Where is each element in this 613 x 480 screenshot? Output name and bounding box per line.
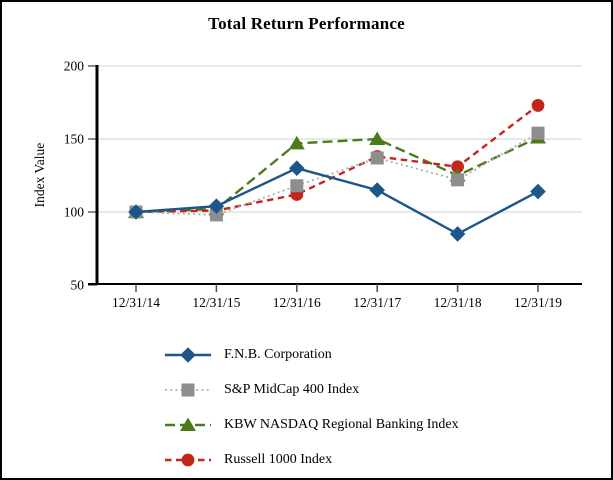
y-axis-title: Index Value bbox=[32, 143, 47, 208]
x-tick-label: 12/31/14 bbox=[112, 295, 160, 310]
square-marker-icon bbox=[451, 173, 465, 187]
diamond-marker-icon bbox=[530, 183, 546, 200]
x-tick-label: 12/31/19 bbox=[514, 295, 562, 310]
series-line-2 bbox=[135, 136, 539, 214]
diamond-marker-icon bbox=[180, 346, 196, 363]
diamond-marker-icon bbox=[369, 182, 385, 198]
chart-legend: F.N.B. Corporation S&P MidCap 400 Index KB… bbox=[165, 337, 459, 477]
legend-item: F.N.B. Corporation bbox=[165, 337, 459, 372]
legend-item-label: S&P MidCap 400 Index bbox=[224, 381, 360, 397]
legend-item-label: KBW NASDAQ Regional Banking Index bbox=[224, 416, 459, 432]
circle-marker-icon bbox=[451, 160, 464, 174]
triangle-marker-icon bbox=[288, 135, 305, 150]
series-line-0 bbox=[135, 166, 539, 236]
legend-item: S&P MidCap 400 Index bbox=[165, 372, 459, 407]
legend-item: KBW NASDAQ Regional Banking Index bbox=[165, 407, 459, 442]
y-tick-label: 100 bbox=[64, 205, 85, 220]
legend-swatch bbox=[165, 417, 211, 431]
square-marker-icon bbox=[290, 179, 304, 193]
x-tick-label: 12/31/18 bbox=[434, 295, 482, 310]
triangle-marker-icon bbox=[369, 131, 386, 145]
legend-item-label: Russell 1000 Index bbox=[224, 451, 333, 467]
chart-title: Total Return Performance bbox=[208, 14, 405, 33]
circle-marker-icon bbox=[531, 99, 545, 112]
circle-marker-icon bbox=[181, 453, 195, 466]
y-tick-label: 200 bbox=[64, 59, 85, 74]
legend-swatch bbox=[165, 346, 211, 363]
legend-item-label: F.N.B. Corporation bbox=[224, 346, 332, 362]
y-tick-label: 150 bbox=[64, 132, 85, 147]
x-tick-label: 12/31/16 bbox=[273, 295, 321, 310]
y-tick-label: 50 bbox=[71, 278, 85, 293]
x-tick-label: 12/31/15 bbox=[192, 295, 240, 310]
triangle-marker-icon bbox=[180, 417, 196, 431]
legend-swatch bbox=[165, 383, 211, 396]
chart-plot-area: 50 100 150 200 12/31/14 12/31/15 12/31/16 12/31… bbox=[32, 59, 582, 310]
square-marker-icon bbox=[370, 151, 384, 165]
square-marker-icon bbox=[209, 208, 223, 222]
legend-swatch bbox=[165, 453, 211, 466]
legend-item: Russell 1000 Index bbox=[165, 442, 459, 477]
x-tick-label: 12/31/17 bbox=[353, 295, 401, 310]
square-marker-icon bbox=[531, 126, 545, 140]
series-line-1 bbox=[135, 132, 539, 216]
diamond-marker-icon bbox=[208, 198, 225, 214]
series-line-3 bbox=[135, 104, 539, 214]
diamond-marker-icon bbox=[449, 226, 466, 242]
square-marker-icon bbox=[181, 383, 195, 396]
diamond-marker-icon bbox=[289, 160, 305, 176]
diamond-marker-icon bbox=[128, 204, 144, 220]
